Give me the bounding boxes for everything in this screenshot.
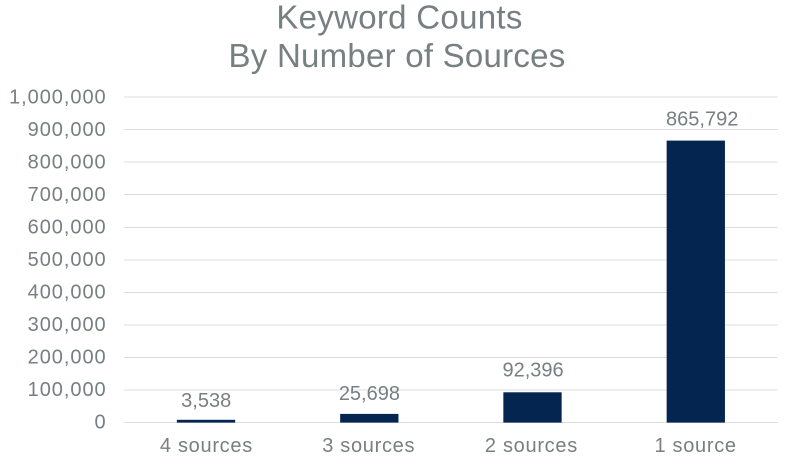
- svg-text:400,000: 400,000: [28, 281, 107, 303]
- svg-text:600,000: 600,000: [28, 216, 107, 238]
- svg-text:By Number of Sources: By Number of Sources: [229, 37, 566, 74]
- svg-text:3 sources: 3 sources: [322, 435, 415, 457]
- svg-text:865,792: 865,792: [666, 108, 738, 130]
- svg-text:500,000: 500,000: [28, 249, 107, 271]
- svg-text:3,538: 3,538: [181, 390, 231, 412]
- svg-text:25,698: 25,698: [339, 383, 400, 405]
- svg-text:100,000: 100,000: [28, 379, 107, 401]
- svg-text:900,000: 900,000: [28, 119, 107, 141]
- svg-text:300,000: 300,000: [28, 314, 107, 336]
- svg-text:700,000: 700,000: [28, 184, 107, 206]
- svg-text:1,000,000: 1,000,000: [9, 86, 107, 108]
- svg-text:2 sources: 2 sources: [485, 435, 578, 457]
- svg-text:800,000: 800,000: [28, 151, 107, 173]
- svg-text:200,000: 200,000: [28, 346, 107, 368]
- svg-text:Keyword Counts: Keyword Counts: [276, 0, 522, 36]
- svg-text:4 sources: 4 sources: [160, 435, 253, 457]
- svg-text:1 source: 1 source: [654, 435, 736, 457]
- svg-text:92,396: 92,396: [503, 359, 564, 381]
- svg-text:0: 0: [95, 411, 107, 433]
